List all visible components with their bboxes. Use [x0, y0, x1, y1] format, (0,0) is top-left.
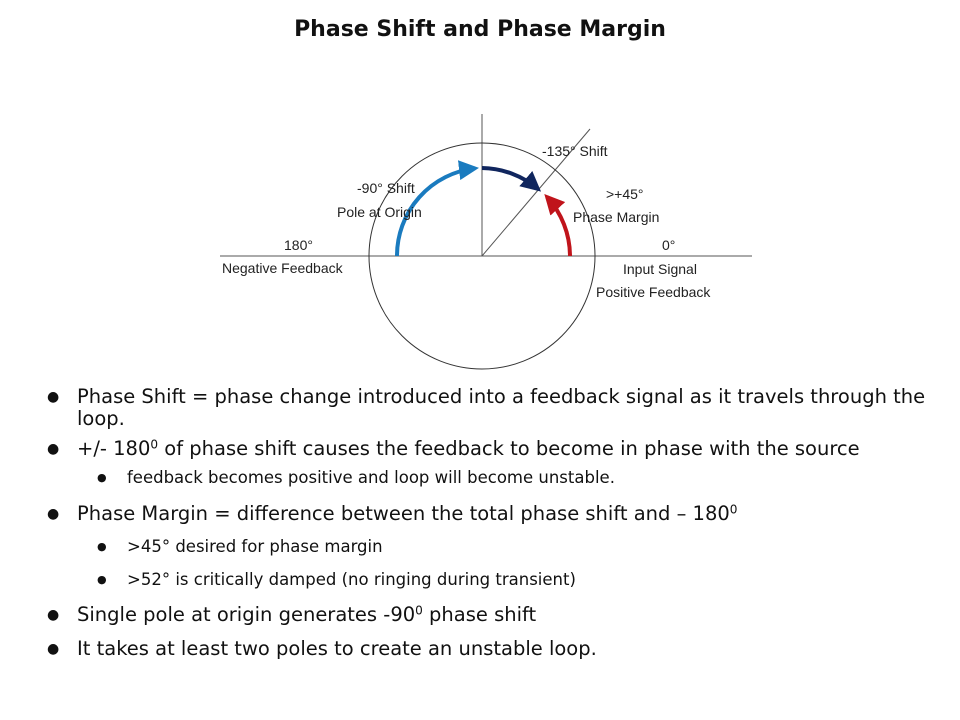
bullet-text-pre: Single pole at origin generates -90 [77, 603, 416, 626]
superscript: 0 [150, 437, 159, 452]
navy-arc-135-shift [481, 166, 542, 192]
bullet-text-post: phase shift [422, 603, 537, 626]
superscript: 0 [729, 502, 738, 517]
label-positive-feedback: Positive Feedback [596, 284, 711, 300]
bullet-list: ● Phase Shift = phase change introduced … [40, 386, 940, 660]
bullet-text-post: of phase shift causes the feedback to be… [158, 437, 860, 460]
subbullet-text: >52° is critically damped (no ringing du… [127, 570, 576, 589]
bullet-text-pre: Phase Margin = difference between the to… [77, 502, 730, 525]
diagonal-135-line [481, 128, 591, 257]
bullet-dot: ● [97, 540, 107, 553]
label-0: 0° [662, 237, 675, 253]
red-arc-phase-margin [544, 194, 572, 257]
label-input-signal: Input Signal [623, 261, 697, 277]
subbullet-positive: ● feedback becomes positive and loop wil… [40, 468, 940, 488]
label-180: 180° [284, 237, 313, 253]
bullet-text-pre: +/- 180 [77, 437, 151, 460]
label-pole-origin: Pole at Origin [337, 204, 422, 220]
bullet-two-poles: ● It takes at least two poles to create … [40, 638, 940, 660]
bullet-single-pole: ● Single pole at origin generates -900 p… [40, 604, 940, 626]
bullet-dot: ● [97, 573, 107, 586]
bullet-dot: ● [47, 607, 60, 623]
blue-arc-90-shift [394, 160, 479, 257]
bullet-phase-margin: ● Phase Margin = difference between the … [40, 503, 940, 525]
phase-diagram: 180° Negative Feedback -90° Shift Pole a… [220, 114, 752, 370]
bullet-dot: ● [47, 641, 60, 657]
bullet-text: Phase Shift = phase change introduced in… [77, 385, 926, 430]
label-135-shift: -135° Shift [542, 143, 608, 159]
label-90-shift: -90° Shift [357, 180, 415, 196]
slide-title: Phase Shift and Phase Margin [294, 17, 666, 42]
bullet-dot: ● [47, 506, 60, 522]
subbullet-52-damped: ● >52° is critically damped (no ringing … [40, 570, 940, 590]
bullet-dot: ● [97, 471, 107, 484]
bullet-180-shift: ● +/- 1800 of phase shift causes the fee… [40, 438, 940, 460]
bullet-dot: ● [47, 441, 60, 457]
label-45: >+45° [606, 186, 644, 202]
bullet-text: It takes at least two poles to create an… [77, 637, 597, 660]
superscript: 0 [415, 603, 423, 618]
subbullet-45-desired: ● >45° desired for phase margin [40, 537, 940, 557]
bullet-phase-shift: ● Phase Shift = phase change introduced … [40, 386, 940, 430]
unit-circle [368, 142, 596, 370]
label-phase-margin: Phase Margin [573, 209, 659, 225]
subbullet-text: feedback becomes positive and loop will … [127, 468, 615, 487]
bullet-dot: ● [47, 389, 60, 405]
label-negative-feedback: Negative Feedback [222, 260, 344, 276]
subbullet-text: >45° desired for phase margin [127, 537, 383, 556]
